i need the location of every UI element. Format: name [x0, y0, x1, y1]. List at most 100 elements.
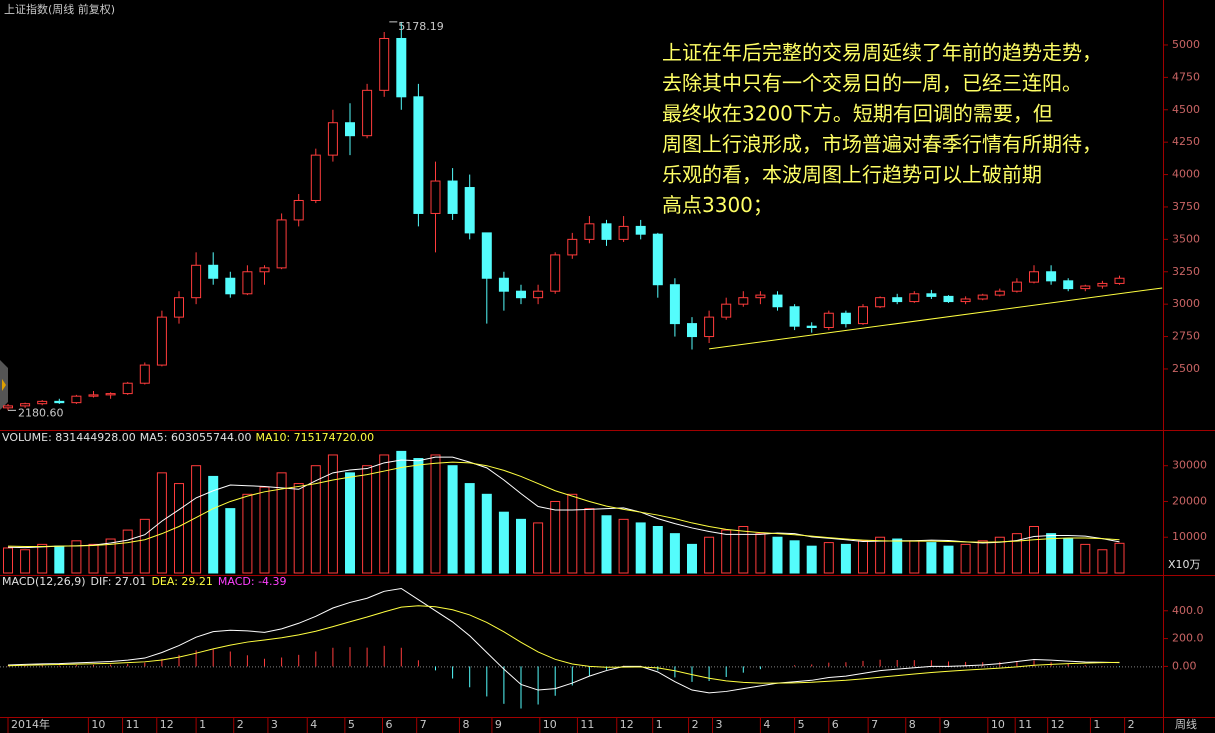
- candle-body: [977, 294, 988, 300]
- candle-body: [567, 238, 578, 256]
- candle-body: [892, 297, 903, 303]
- volume-bar: [310, 465, 321, 574]
- volume-bar: [1097, 549, 1108, 574]
- note-line: 乐观的看，本波周图上行趋势可以上破前期: [662, 163, 1042, 187]
- high-label: 5178.19: [398, 20, 444, 33]
- period-label: 周线: [1175, 717, 1197, 731]
- volume-bar: [1063, 538, 1074, 574]
- volume-bar: [191, 465, 202, 574]
- x-tick-label: 5: [348, 718, 355, 731]
- note-line: 上证在年后完整的交易周延续了年前的趋势走势，: [662, 41, 1102, 65]
- volume-bar: [1046, 533, 1057, 574]
- volume-bar: [977, 540, 988, 574]
- candle-body: [926, 293, 937, 297]
- side-tab-arrow: [2, 379, 6, 391]
- x-tick-label: 2: [1128, 718, 1135, 731]
- candle-body: [71, 395, 82, 404]
- volume-bar: [225, 508, 236, 574]
- y-tick-label: 0.00: [1172, 659, 1197, 672]
- candle-body: [1046, 271, 1057, 282]
- candle-body: [242, 271, 253, 295]
- candle-body: [858, 306, 868, 325]
- x-tick-label: 2014年: [11, 717, 50, 731]
- volume-bar: [1114, 542, 1125, 574]
- volume-bar: [892, 538, 903, 574]
- candle-body: [54, 400, 65, 404]
- candle-body: [191, 264, 202, 299]
- candle-body: [1063, 280, 1074, 290]
- volume-bar: [755, 533, 766, 574]
- x-tick-label: 12: [1051, 718, 1065, 731]
- volume-bar: [362, 465, 373, 574]
- macd-line: [7, 605, 1120, 684]
- low-label: 2180.60: [18, 406, 64, 419]
- candle-body: [601, 223, 612, 240]
- candle-body: [840, 312, 851, 325]
- volume-bar: [345, 472, 355, 574]
- candle-body: [550, 254, 561, 292]
- candle-body: [225, 277, 236, 295]
- volume-bar: [122, 529, 133, 574]
- candle-body: [1080, 285, 1091, 290]
- volume-bar: [3, 547, 13, 574]
- volume-bar: [430, 454, 441, 574]
- candle-body: [3, 405, 13, 409]
- candle-body: [738, 297, 749, 305]
- volume-bar: [139, 518, 150, 574]
- volume-bar: [943, 545, 954, 574]
- x-tick-label: 9: [495, 718, 502, 731]
- x-tick-label: 10: [543, 718, 557, 731]
- candle-body: [721, 303, 732, 318]
- legend-item: MA5: 603055744.00: [140, 431, 252, 444]
- x-tick-label: 5: [798, 718, 805, 731]
- candle-body: [875, 297, 886, 308]
- candle-body: [669, 284, 680, 325]
- candle-body: [498, 277, 509, 292]
- x-tick-label: 1: [199, 718, 206, 731]
- candle-body: [447, 180, 458, 214]
- volume-bar: [37, 543, 48, 574]
- x-tick-label: 2: [692, 718, 699, 731]
- volume-ma-line: [7, 461, 1120, 548]
- candle-body: [293, 199, 304, 221]
- volume-bar: [447, 465, 458, 574]
- candle-body: [276, 219, 287, 269]
- volume-bar: [652, 526, 663, 574]
- volume-bar: [669, 533, 680, 574]
- candle-body: [481, 232, 492, 279]
- candle-body: [396, 37, 407, 98]
- candle-body: [20, 403, 31, 407]
- volume-bar: [875, 536, 886, 574]
- candle-body: [362, 89, 373, 137]
- volume-bar: [293, 483, 304, 574]
- candle-body: [652, 233, 663, 286]
- legend-item: MA10: 715174720.00: [255, 431, 374, 444]
- volume-bar: [994, 536, 1005, 574]
- candle-body: [345, 122, 355, 137]
- volume-bar: [926, 542, 937, 574]
- candle-body: [516, 290, 526, 299]
- trend-line: [709, 287, 1163, 350]
- candle-body: [584, 223, 595, 240]
- volume-bar: [242, 493, 253, 574]
- x-tick-label: 7: [420, 718, 427, 731]
- volume-bar: [909, 540, 920, 574]
- y-tick-label: 3000: [1172, 297, 1200, 310]
- volume-bar: [259, 486, 270, 574]
- x-tick-label: 8: [462, 718, 469, 731]
- note-line: 最终收在3200下方。短期有回调的需要，但: [662, 102, 1053, 126]
- x-tick-label: 11: [580, 718, 594, 731]
- volume-bar: [960, 543, 971, 574]
- y-tick-label: 200.0: [1172, 632, 1204, 645]
- legend-item: DEA: 29.21: [151, 575, 212, 588]
- x-tick-label: 1: [1093, 718, 1100, 731]
- volume-bar: [584, 508, 595, 574]
- volume-bar: [498, 511, 509, 574]
- candle-body: [704, 316, 715, 338]
- y-tick-label: 4750: [1172, 70, 1200, 83]
- volume-bar: [208, 475, 219, 574]
- y-tick-label: 3250: [1172, 265, 1200, 278]
- candle-body: [1097, 282, 1108, 287]
- x-tick-label: 10: [91, 718, 105, 731]
